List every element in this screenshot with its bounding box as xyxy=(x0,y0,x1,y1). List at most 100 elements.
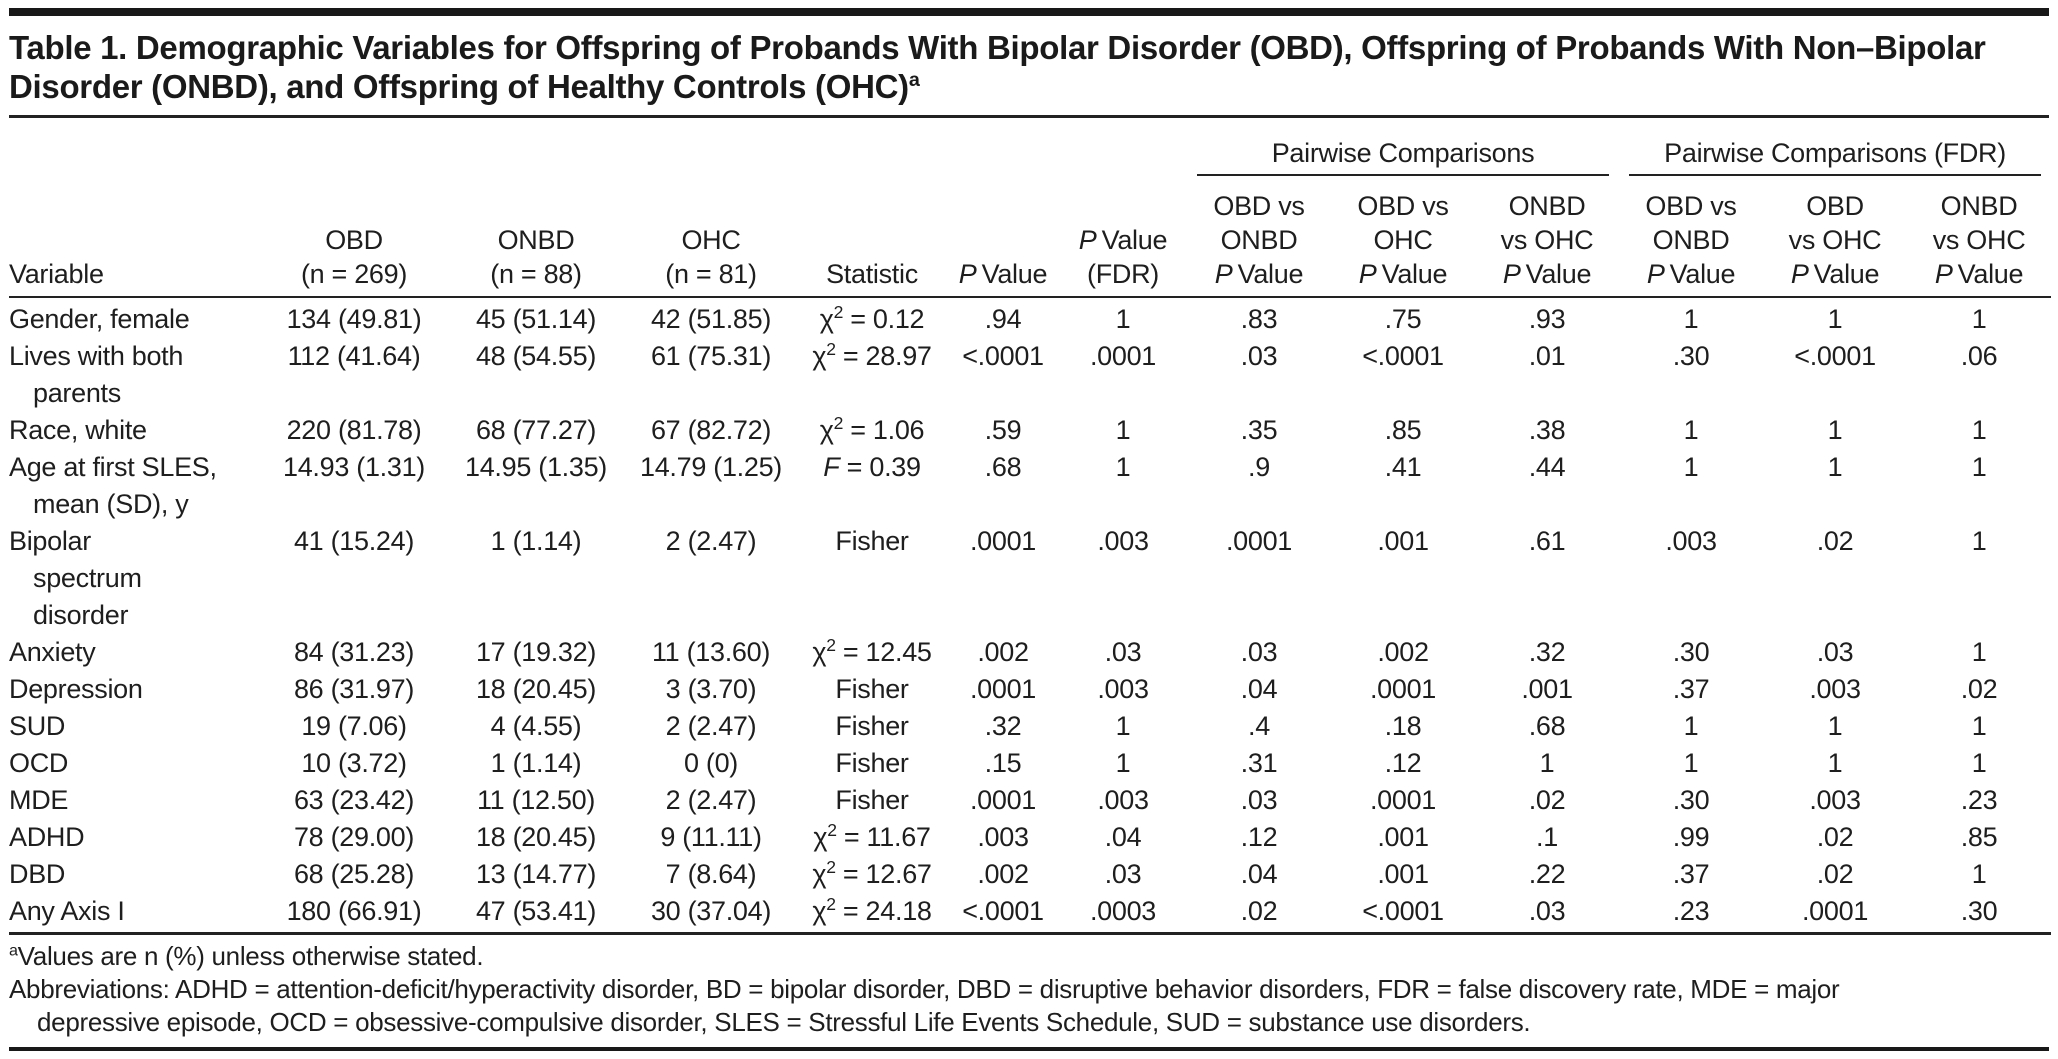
demographics-table: Pairwise Comparisons Pairwise Comparisons… xyxy=(9,124,2052,935)
data-cell: .37 xyxy=(1672,674,1710,704)
data-cell: .003 xyxy=(977,822,1029,852)
data-cell: .68 xyxy=(1528,711,1566,741)
data-cell: .003 xyxy=(1097,785,1149,815)
data-cell: χ2 = 24.18 xyxy=(797,893,947,935)
data-cell: .85 xyxy=(1960,822,1998,852)
variable-cell: Depression xyxy=(9,674,143,704)
data-cell: χ2 = 11.67 xyxy=(813,820,931,852)
column-header-row: Variable OBD (n = 269) ONBD (n = 88) OHC (n = … xyxy=(9,189,2052,298)
variable-cell: Anxiety xyxy=(9,637,96,667)
data-cell: .001 xyxy=(1377,822,1429,852)
data-cell: .001 xyxy=(1377,526,1429,556)
variable-cell: DBD xyxy=(9,859,66,889)
column-header: OBD vs ONBD P Value xyxy=(1187,189,1331,298)
data-cell: 0 (0) xyxy=(683,748,739,778)
data-cell: 220 (81.78) xyxy=(286,415,422,445)
data-cell: Fisher xyxy=(835,748,909,778)
data-cell: 1 xyxy=(1827,711,1843,741)
column-header: OBD vs ONBD P Value xyxy=(1619,189,1764,298)
table-footnotes: aValues are n (%) unless otherwise state… xyxy=(9,940,2049,1039)
data-cell: .0001 xyxy=(969,674,1037,704)
data-cell: 1 xyxy=(1971,415,1987,445)
data-cell: .22 xyxy=(1528,859,1566,889)
data-cell: 1 xyxy=(1115,415,1131,445)
data-cell: .003 xyxy=(1097,526,1149,556)
data-cell: .0003 xyxy=(1059,893,1187,935)
data-cell: 1 xyxy=(1683,304,1699,334)
column-header: Variable xyxy=(9,189,261,298)
data-cell: 18 (20.45) xyxy=(475,674,597,704)
data-cell: .12 xyxy=(1384,748,1422,778)
table-row: Age at first SLES, mean (SD), y 14.93 (1.3… xyxy=(9,449,2051,523)
data-cell: .02 xyxy=(1816,859,1854,889)
data-cell: 112 (41.64) xyxy=(287,341,421,371)
data-cell: .30 xyxy=(1672,341,1710,371)
group-header-row: Pairwise Comparisons Pairwise Comparisons… xyxy=(9,124,2051,189)
data-cell: 1 xyxy=(1115,711,1131,741)
data-cell: .02 xyxy=(1187,893,1331,935)
data-cell: .0001 xyxy=(1369,785,1437,815)
data-cell: .18 xyxy=(1384,711,1422,741)
table-header: Pairwise Comparisons Pairwise Comparisons… xyxy=(9,124,2052,298)
data-cell: .02 xyxy=(1960,674,1998,704)
data-cell: 61 (75.31) xyxy=(650,341,772,371)
data-cell: .35 xyxy=(1240,415,1278,445)
variable-cell: MDE xyxy=(9,785,69,815)
data-cell: Fisher xyxy=(835,526,909,556)
data-cell: 3 (3.70) xyxy=(665,674,757,704)
group-header: Pairwise Comparisons (FDR) xyxy=(1619,124,2051,189)
data-cell: 14.79 (1.25) xyxy=(640,452,782,482)
data-cell: χ2 = 12.45 xyxy=(812,635,932,667)
data-cell: 11 (13.60) xyxy=(651,637,771,667)
data-cell: 47 (53.41) xyxy=(447,893,625,935)
data-cell: 17 (19.32) xyxy=(475,637,597,667)
top-rule xyxy=(9,8,2049,16)
data-cell: .0001 xyxy=(1089,341,1157,371)
variable-cell: Any Axis I xyxy=(9,893,261,935)
data-cell: 86 (31.97) xyxy=(293,674,415,704)
data-cell: 1 xyxy=(1971,304,1987,334)
variable-cell: Lives with both parents xyxy=(9,341,184,408)
data-cell: 18 (20.45) xyxy=(475,822,597,852)
data-cell: .31 xyxy=(1240,748,1278,778)
data-cell: 1 xyxy=(1971,711,1987,741)
data-cell: .002 xyxy=(1377,637,1429,667)
table-row: Depression 86 (31.97) 18 (20.45) 3 (3.70) Fi… xyxy=(9,671,2051,708)
table-body: Gender, female 134 (49.81) 45 (51.14) 42 (5… xyxy=(9,297,2052,935)
data-cell: 13 (14.77) xyxy=(475,859,597,889)
data-cell: .93 xyxy=(1528,304,1566,334)
data-cell: 1 xyxy=(1827,452,1843,482)
data-cell: <.0001 xyxy=(962,341,1044,371)
data-cell: .9 xyxy=(1248,452,1270,482)
data-cell: .12 xyxy=(1240,822,1278,852)
data-cell: 1 xyxy=(1971,859,1987,889)
data-cell: .85 xyxy=(1384,415,1422,445)
data-cell: .23 xyxy=(1619,893,1764,935)
data-cell: χ2 = 0.12 xyxy=(819,302,925,334)
data-cell: 1 xyxy=(1971,748,1987,778)
table-row: OCD 10 (3.72) 1 (1.14) 0 (0) Fisher .15 1 .31 .1… xyxy=(9,745,2051,782)
data-cell: .03 xyxy=(1816,637,1854,667)
data-cell: .03 xyxy=(1104,637,1142,667)
data-cell: <.0001 xyxy=(1331,893,1475,935)
footnote: aValues are n (%) unless otherwise state… xyxy=(9,941,484,971)
variable-cell: Age at first SLES, mean (SD), y xyxy=(9,452,217,519)
data-cell: χ2 = 1.06 xyxy=(819,413,925,445)
data-cell: 180 (66.91) xyxy=(261,893,447,935)
data-cell: 67 (82.72) xyxy=(650,415,772,445)
data-cell: 1 xyxy=(1683,452,1699,482)
column-header: Statistic xyxy=(797,189,947,298)
data-cell: .30 xyxy=(1907,893,2052,935)
data-cell: 1 xyxy=(1683,748,1699,778)
data-cell: .83 xyxy=(1240,304,1278,334)
data-cell: .03 xyxy=(1104,859,1142,889)
data-cell: .99 xyxy=(1672,822,1710,852)
table-row: SUD 19 (7.06) 4 (4.55) 2 (2.47) Fisher .32 1 .4… xyxy=(9,708,2051,745)
data-cell: .003 xyxy=(1097,674,1149,704)
data-cell: Fisher xyxy=(835,785,909,815)
variable-cell: ADHD xyxy=(9,822,85,852)
column-header: ONBD (n = 88) xyxy=(447,189,625,298)
data-cell: 30 (37.04) xyxy=(625,893,797,935)
table-row: ADHD 78 (29.00) 18 (20.45) 9 (11.11) χ2 = 11… xyxy=(9,819,2051,856)
